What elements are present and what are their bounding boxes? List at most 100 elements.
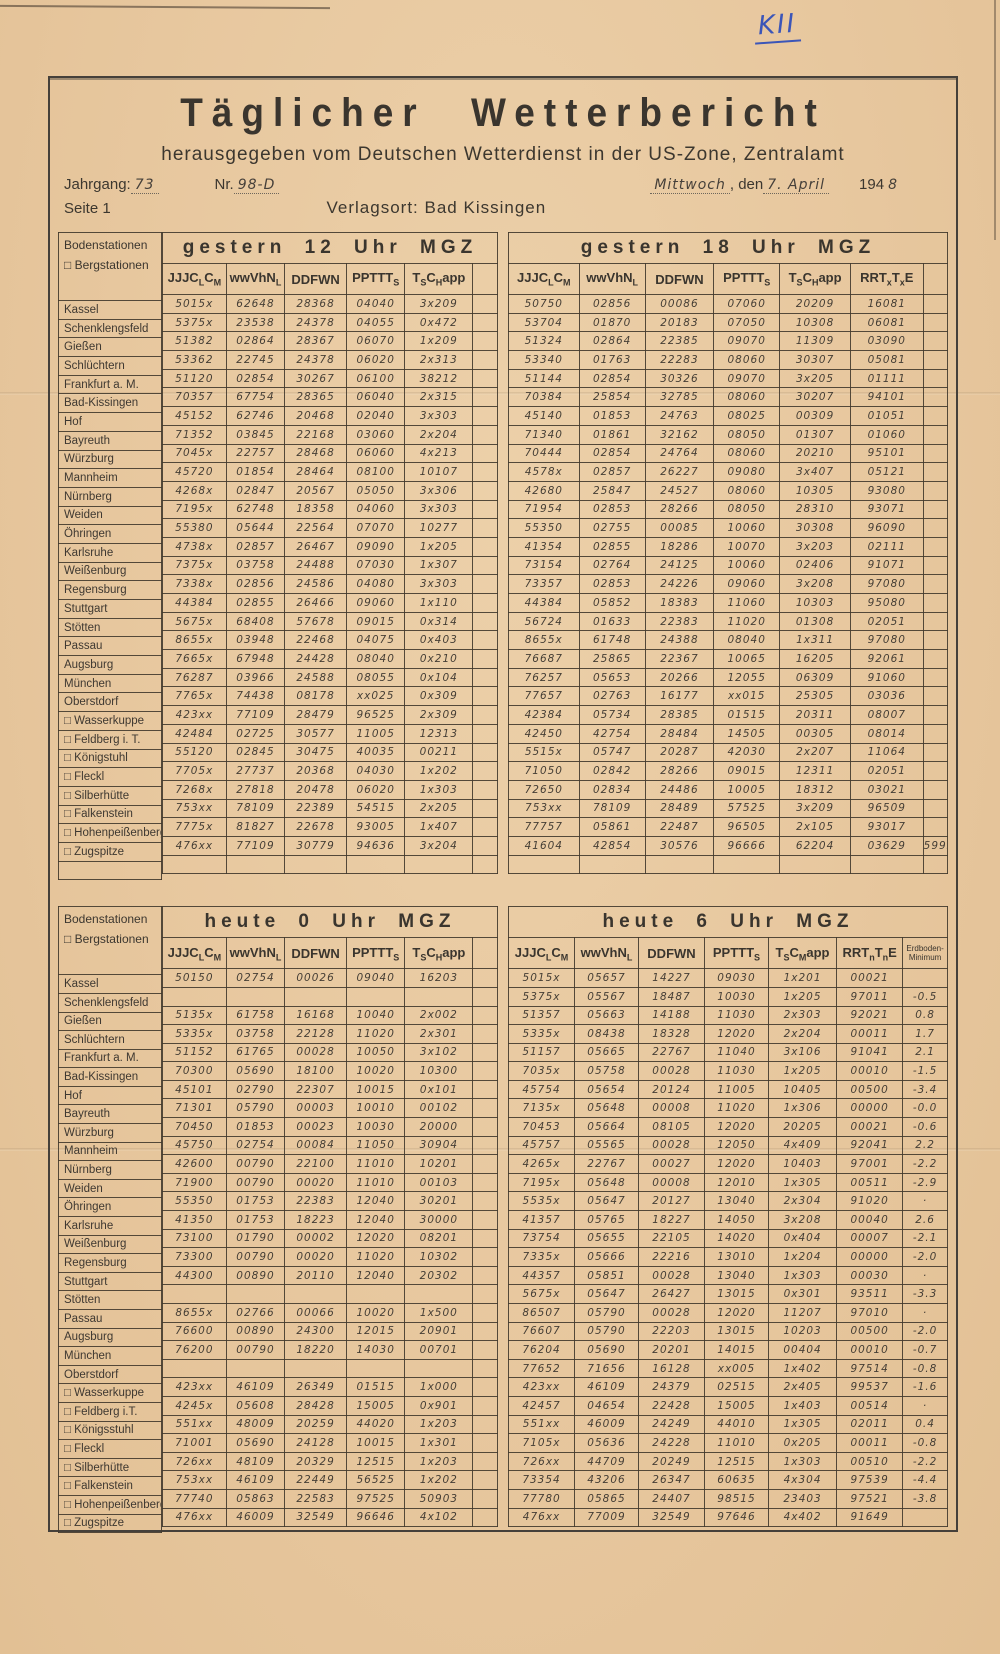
data-cell: 4738x [162, 536, 227, 557]
data-cell: 67754 [225, 387, 286, 408]
data-cell [922, 667, 949, 688]
data-cell: 10300 [404, 1061, 474, 1081]
data-cell: 12020 [704, 1117, 769, 1137]
station-name: München [58, 673, 162, 694]
table-row: 71900 00790 00020 11010 00103 [162, 1172, 498, 1193]
data-cell: 46109 [225, 1470, 286, 1490]
data-cell [472, 986, 498, 1007]
data-cell: 05690 [574, 1340, 639, 1360]
table-row: 55350 02755 00085 10060 30308 96090 [508, 518, 949, 538]
table-row: 42384 05734 28385 01515 20311 08007 [508, 705, 949, 725]
data-cell: 15005 [345, 1395, 406, 1416]
column-header: JJJCLCM [508, 263, 580, 295]
data-cell: 97539 [836, 1470, 904, 1490]
data-cell: 8655x [508, 630, 580, 651]
data-cell: 24125 [644, 555, 715, 576]
table-row: 5135x 61758 16168 10040 2x002 [162, 1005, 498, 1026]
data-cell: 14227 [637, 968, 706, 988]
data-cell: 7765x [162, 686, 227, 707]
station-name: Regensburg [58, 580, 162, 600]
data-cell: 00011 [836, 1433, 904, 1453]
data-cell: 06070 [345, 331, 406, 352]
station-row: Frankfurt a. M. [58, 1048, 162, 1069]
data-cell: 00790 [225, 1172, 286, 1193]
data-cell: 70384 [508, 387, 580, 408]
data-cell: 05050 [345, 480, 406, 501]
station-row: Mannheim [58, 468, 162, 488]
data-cell: 04055 [345, 312, 406, 333]
data-cell: 02111 [849, 536, 924, 557]
data-cell [472, 705, 498, 725]
data-cell: 53340 [508, 350, 580, 370]
data-cell: 05655 [574, 1228, 639, 1249]
data-cell [472, 779, 498, 800]
data-cell: 22487 [644, 817, 715, 837]
data-cell: 22367 [644, 649, 715, 669]
data-cell [922, 443, 949, 464]
data-cell [404, 854, 474, 875]
station-table-gestern: Bodenstationen □ Bergstationen Kassel Schen… [58, 232, 162, 881]
data-cell: 08060 [713, 387, 781, 408]
data-cell: 00040 [836, 1210, 904, 1230]
data-cell: 28368 [284, 294, 347, 314]
data-cell: 08060 [713, 443, 781, 464]
data-cell: 28266 [644, 761, 715, 781]
data-cell: 74438 [225, 686, 286, 707]
table-row: 51382 02864 28367 06070 1x209 [162, 331, 498, 352]
data-cell: 53704 [508, 312, 580, 333]
table-row: 55380 05644 22564 07070 10277 [162, 518, 498, 538]
data-cell: 26466 [284, 593, 347, 613]
data-cell: 24486 [644, 779, 715, 800]
data-cell: 0.4 [902, 1414, 948, 1435]
data-cell: 4x213 [404, 443, 474, 464]
data-cell: 04075 [345, 630, 406, 651]
data-cell: 1x311 [779, 630, 851, 651]
data-cell: 10405 [767, 1079, 838, 1100]
data-cell [922, 368, 949, 389]
data-cell: 78109 [578, 798, 646, 819]
station-name: Schenklengsfeld [58, 992, 162, 1013]
data-cell [922, 574, 949, 594]
table-row: 5515x 05747 20287 42030 2x207 11064 [508, 742, 949, 763]
data-cell: 12020 [704, 1154, 769, 1174]
table-row: 7268x 27818 20478 06020 1x303 [162, 779, 498, 800]
data-cell [345, 1284, 406, 1304]
station-name: Karlsruhe [58, 542, 162, 563]
station-row: Regensburg [58, 580, 162, 600]
data-cell: 30576 [644, 835, 715, 856]
data-cell: 02857 [578, 462, 646, 482]
table-row: 45757 05565 00028 12050 4x409 92041 2.2 [507, 1135, 948, 1156]
data-cell: 4578x [508, 462, 580, 482]
data-cell: 06040 [345, 387, 406, 408]
table-row: 77652 71656 16128 xx005 1x402 97514 -0.8 [507, 1358, 948, 1379]
data-cell: 30779 [284, 835, 347, 856]
data-cell: 76607 [507, 1321, 576, 1342]
data-cell: 05648 [574, 1172, 639, 1193]
station-row: München [58, 1346, 162, 1366]
data-cell: 1x205 [404, 536, 474, 557]
station-column-header: Bodenstationen □ Bergstationen [58, 232, 162, 301]
data-cell: 42030 [713, 742, 781, 763]
station-row: Bad-Kissingen [58, 1067, 162, 1087]
data-cell: xx005 [704, 1358, 769, 1379]
station-row: Schenklengsfeld [58, 318, 162, 339]
station-name: Kassel [58, 300, 162, 320]
data-cell: 1x500 [404, 1303, 474, 1323]
data-cell: 50150 [162, 968, 227, 988]
data-cell: 7135x [507, 1098, 576, 1119]
data-cell: 72650 [508, 779, 580, 800]
data-cell: 01308 [779, 611, 851, 632]
data-cell [472, 1247, 498, 1267]
column-header [922, 263, 949, 295]
table-row: 45101 02790 22307 10015 0x101 [162, 1079, 498, 1100]
data-cell: 7665x [162, 649, 227, 669]
data-cell: 5535x [507, 1191, 576, 1212]
data-cell: 22757 [225, 443, 286, 464]
table-row: 7195x 05648 00008 12010 1x305 00511 -2.9 [507, 1172, 948, 1193]
data-cell: · [902, 1191, 948, 1212]
data-cell: 77652 [507, 1358, 576, 1379]
data-cell [472, 331, 498, 352]
data-cell: 24527 [644, 480, 715, 501]
table-row: 70453 05664 08105 12020 20205 00021 -0.6 [507, 1117, 948, 1137]
table-row: 4245x 05608 28428 15005 0x901 [162, 1395, 498, 1416]
